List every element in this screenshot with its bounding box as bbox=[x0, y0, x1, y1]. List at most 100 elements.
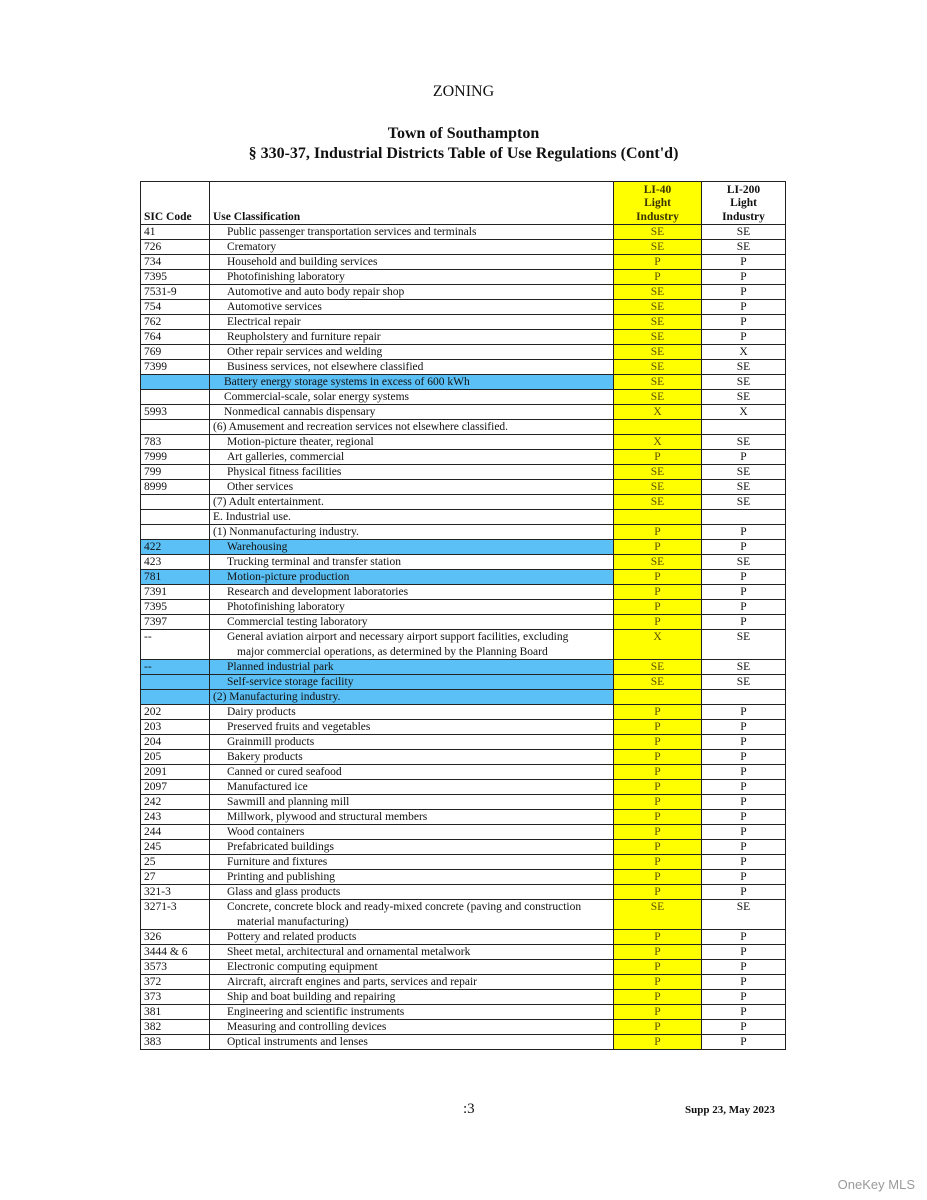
use-classification-cell: Grainmill products bbox=[209, 734, 614, 750]
li200-cell: SE bbox=[701, 899, 786, 930]
use-classification-cell: Motion-picture production bbox=[209, 569, 614, 585]
use-classification-cell: Household and building services bbox=[209, 254, 614, 270]
li40-cell: SE bbox=[613, 899, 702, 930]
li200-cell bbox=[701, 509, 786, 525]
sic-code-cell: 372 bbox=[140, 974, 210, 990]
use-classification-cell: Self-service storage facility bbox=[209, 674, 614, 690]
sic-code-cell: 383 bbox=[140, 1034, 210, 1050]
use-classification-cell: Commercial-scale, solar energy systems bbox=[209, 389, 614, 405]
sic-code-cell bbox=[140, 419, 210, 435]
sic-code-cell: 202 bbox=[140, 704, 210, 720]
sic-code-cell bbox=[140, 674, 210, 690]
use-classification-cell: Motion-picture theater, regional bbox=[209, 434, 614, 450]
li200-cell: P bbox=[701, 704, 786, 720]
use-classification-cell: Other repair services and welding bbox=[209, 344, 614, 360]
use-classification-cell: Battery energy storage systems in excess… bbox=[209, 374, 614, 390]
sic-code-cell bbox=[140, 494, 210, 510]
use-classification-cell: Concrete, concrete block and ready-mixed… bbox=[209, 899, 614, 930]
sic-code-cell: -- bbox=[140, 659, 210, 675]
sic-code-cell bbox=[140, 389, 210, 405]
use-classification-cell: Dairy products bbox=[209, 704, 614, 720]
sic-code-cell: 7391 bbox=[140, 584, 210, 600]
sic-code-cell: 2091 bbox=[140, 764, 210, 780]
sic-code-cell: 245 bbox=[140, 839, 210, 855]
sic-code-cell bbox=[140, 509, 210, 525]
li40-cell: SE bbox=[613, 299, 702, 315]
use-classification-cell: Photofinishing laboratory bbox=[209, 269, 614, 285]
table-row: 202 Dairy products P P bbox=[140, 704, 786, 720]
li200-cell: P bbox=[701, 449, 786, 465]
sic-code-cell: 7531-9 bbox=[140, 284, 210, 300]
li40-cell: SE bbox=[613, 314, 702, 330]
use-classification-cell: Manufactured ice bbox=[209, 779, 614, 795]
use-classification-cell: Reupholstery and furniture repair bbox=[209, 329, 614, 345]
li40-cell: P bbox=[613, 779, 702, 795]
table-row: 204 Grainmill products P P bbox=[140, 734, 786, 750]
table-row: 423 Trucking terminal and transfer statio… bbox=[140, 554, 786, 570]
li40-cell: P bbox=[613, 734, 702, 750]
use-classification-cell: (6) Amusement and recreation services no… bbox=[209, 419, 614, 435]
header-li200: LI-200 Light Industry bbox=[701, 181, 786, 225]
use-classification-cell: Warehousing bbox=[209, 539, 614, 555]
sic-code-cell: 326 bbox=[140, 929, 210, 945]
li40-cell: SE bbox=[613, 224, 702, 240]
li40-cell: P bbox=[613, 569, 702, 585]
table-row: 383 Optical instruments and lenses P P bbox=[140, 1034, 786, 1050]
table-row: 799 Physical fitness facilities SE SE bbox=[140, 464, 786, 480]
li40-cell: P bbox=[613, 974, 702, 990]
table-row: 7397 Commercial testing laboratory P P bbox=[140, 614, 786, 630]
li40-cell: P bbox=[613, 839, 702, 855]
sic-code-cell bbox=[140, 689, 210, 705]
sic-code-cell: 41 bbox=[140, 224, 210, 240]
li200-cell: P bbox=[701, 314, 786, 330]
use-classification-cell: Automotive services bbox=[209, 299, 614, 315]
li40-cell: X bbox=[613, 404, 702, 420]
table-header-row: SIC Code Use Classification LI-40 Light In… bbox=[140, 181, 786, 225]
li200-cell: P bbox=[701, 944, 786, 960]
li200-cell: P bbox=[701, 974, 786, 990]
use-classification-cell: Photofinishing laboratory bbox=[209, 599, 614, 615]
use-classification-cell: Electrical repair bbox=[209, 314, 614, 330]
li200-cell: P bbox=[701, 614, 786, 630]
li200-cell: SE bbox=[701, 224, 786, 240]
table-row: 764 Reupholstery and furniture repair SE P bbox=[140, 329, 786, 345]
table-row: 205 Bakery products P P bbox=[140, 749, 786, 765]
sic-code-cell: 2097 bbox=[140, 779, 210, 795]
li40-cell: P bbox=[613, 884, 702, 900]
use-classification-cell: Optical instruments and lenses bbox=[209, 1034, 614, 1050]
use-classification-cell: Sheet metal, architectural and ornamenta… bbox=[209, 944, 614, 960]
li200-cell: P bbox=[701, 989, 786, 1005]
sic-code-cell: 769 bbox=[140, 344, 210, 360]
li40-cell: SE bbox=[613, 674, 702, 690]
li200-cell: P bbox=[701, 809, 786, 825]
li40-cell: P bbox=[613, 524, 702, 540]
table-row: 734 Household and building services P P bbox=[140, 254, 786, 270]
sic-code-cell: 205 bbox=[140, 749, 210, 765]
use-classification-cell: (7) Adult entertainment. bbox=[209, 494, 614, 510]
table-row: 382 Measuring and controlling devices P P bbox=[140, 1019, 786, 1035]
sic-code-cell: 203 bbox=[140, 719, 210, 735]
supplement-date: Supp 23, May 2023 bbox=[685, 1104, 775, 1116]
table-row: 5993 Nonmedical cannabis dispensary X X bbox=[140, 404, 786, 420]
li200-cell: SE bbox=[701, 554, 786, 570]
table-row: 41 Public passenger transportation servic… bbox=[140, 224, 786, 240]
use-classification-cell: Measuring and controlling devices bbox=[209, 1019, 614, 1035]
li40-cell: SE bbox=[613, 659, 702, 675]
sic-code-cell: 382 bbox=[140, 1019, 210, 1035]
use-classification-cell: Electronic computing equipment bbox=[209, 959, 614, 975]
sic-code-cell: 3444 & 6 bbox=[140, 944, 210, 960]
sic-code-cell bbox=[140, 524, 210, 540]
li40-cell: SE bbox=[613, 359, 702, 375]
use-classification-cell: Physical fitness facilities bbox=[209, 464, 614, 480]
table-row: E. Industrial use. bbox=[140, 509, 786, 525]
section-heading: ZONING bbox=[432, 83, 495, 100]
li40-cell: P bbox=[613, 809, 702, 825]
table-row: 373 Ship and boat building and repairing P… bbox=[140, 989, 786, 1005]
li200-cell: P bbox=[701, 1004, 786, 1020]
use-classification-cell: Printing and publishing bbox=[209, 869, 614, 885]
li40-cell: P bbox=[613, 989, 702, 1005]
li200-cell: SE bbox=[701, 464, 786, 480]
header-sic-code: SIC Code bbox=[140, 181, 210, 225]
table-row: 2097 Manufactured ice P P bbox=[140, 779, 786, 795]
li40-cell: P bbox=[613, 539, 702, 555]
